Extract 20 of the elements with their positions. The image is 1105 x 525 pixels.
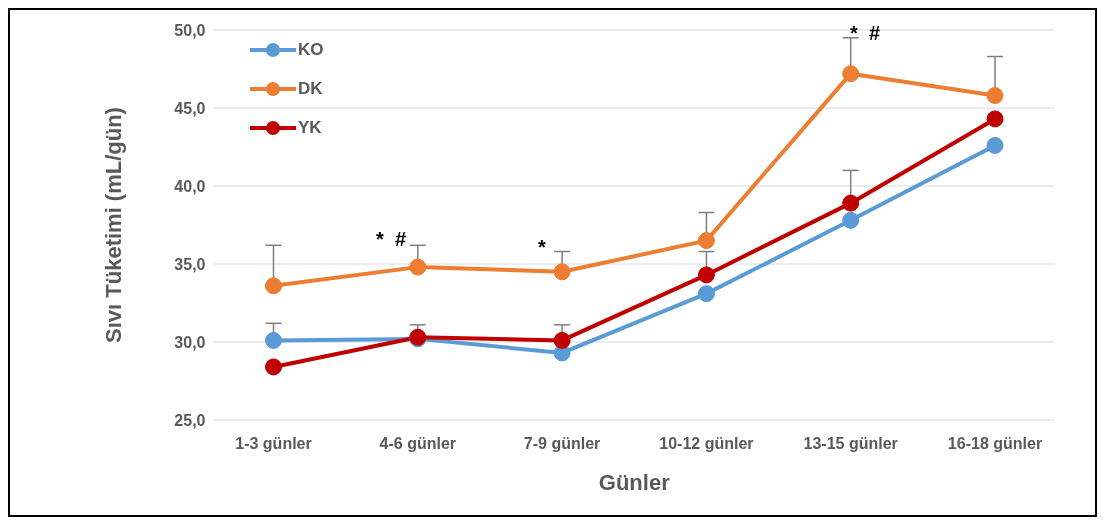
x-tick-label: 4-6 günler bbox=[379, 435, 457, 453]
x-tick-label: 10-12 günler bbox=[659, 435, 754, 453]
y-tick-label: 40,0 bbox=[174, 177, 206, 195]
x-axis-title: Günler bbox=[598, 470, 671, 495]
x-tick-label: 1-3 günler bbox=[235, 435, 312, 453]
significance-mark: * # bbox=[376, 228, 407, 250]
x-tick-label: 13-15 günler bbox=[803, 435, 898, 453]
x-tick-label: 16-18 günler bbox=[947, 435, 1043, 453]
y-tick-label: 50,0 bbox=[174, 21, 206, 39]
legend-label: KO bbox=[298, 38, 324, 61]
significance-mark: * bbox=[538, 236, 546, 258]
y-tick-label: 30,0 bbox=[174, 333, 206, 351]
x-tick-label: 7-9 günler bbox=[523, 435, 601, 453]
y-tick-label: 45,0 bbox=[174, 99, 206, 117]
legend-label: YK bbox=[298, 116, 322, 139]
significance-mark: * # bbox=[850, 22, 881, 44]
y-axis-title: Sıvı Tüketimi (mL/gün) bbox=[101, 107, 127, 343]
legend-label: DK bbox=[298, 77, 323, 100]
y-tick-label: 25,0 bbox=[174, 411, 206, 429]
y-tick-label: 35,0 bbox=[174, 255, 206, 273]
